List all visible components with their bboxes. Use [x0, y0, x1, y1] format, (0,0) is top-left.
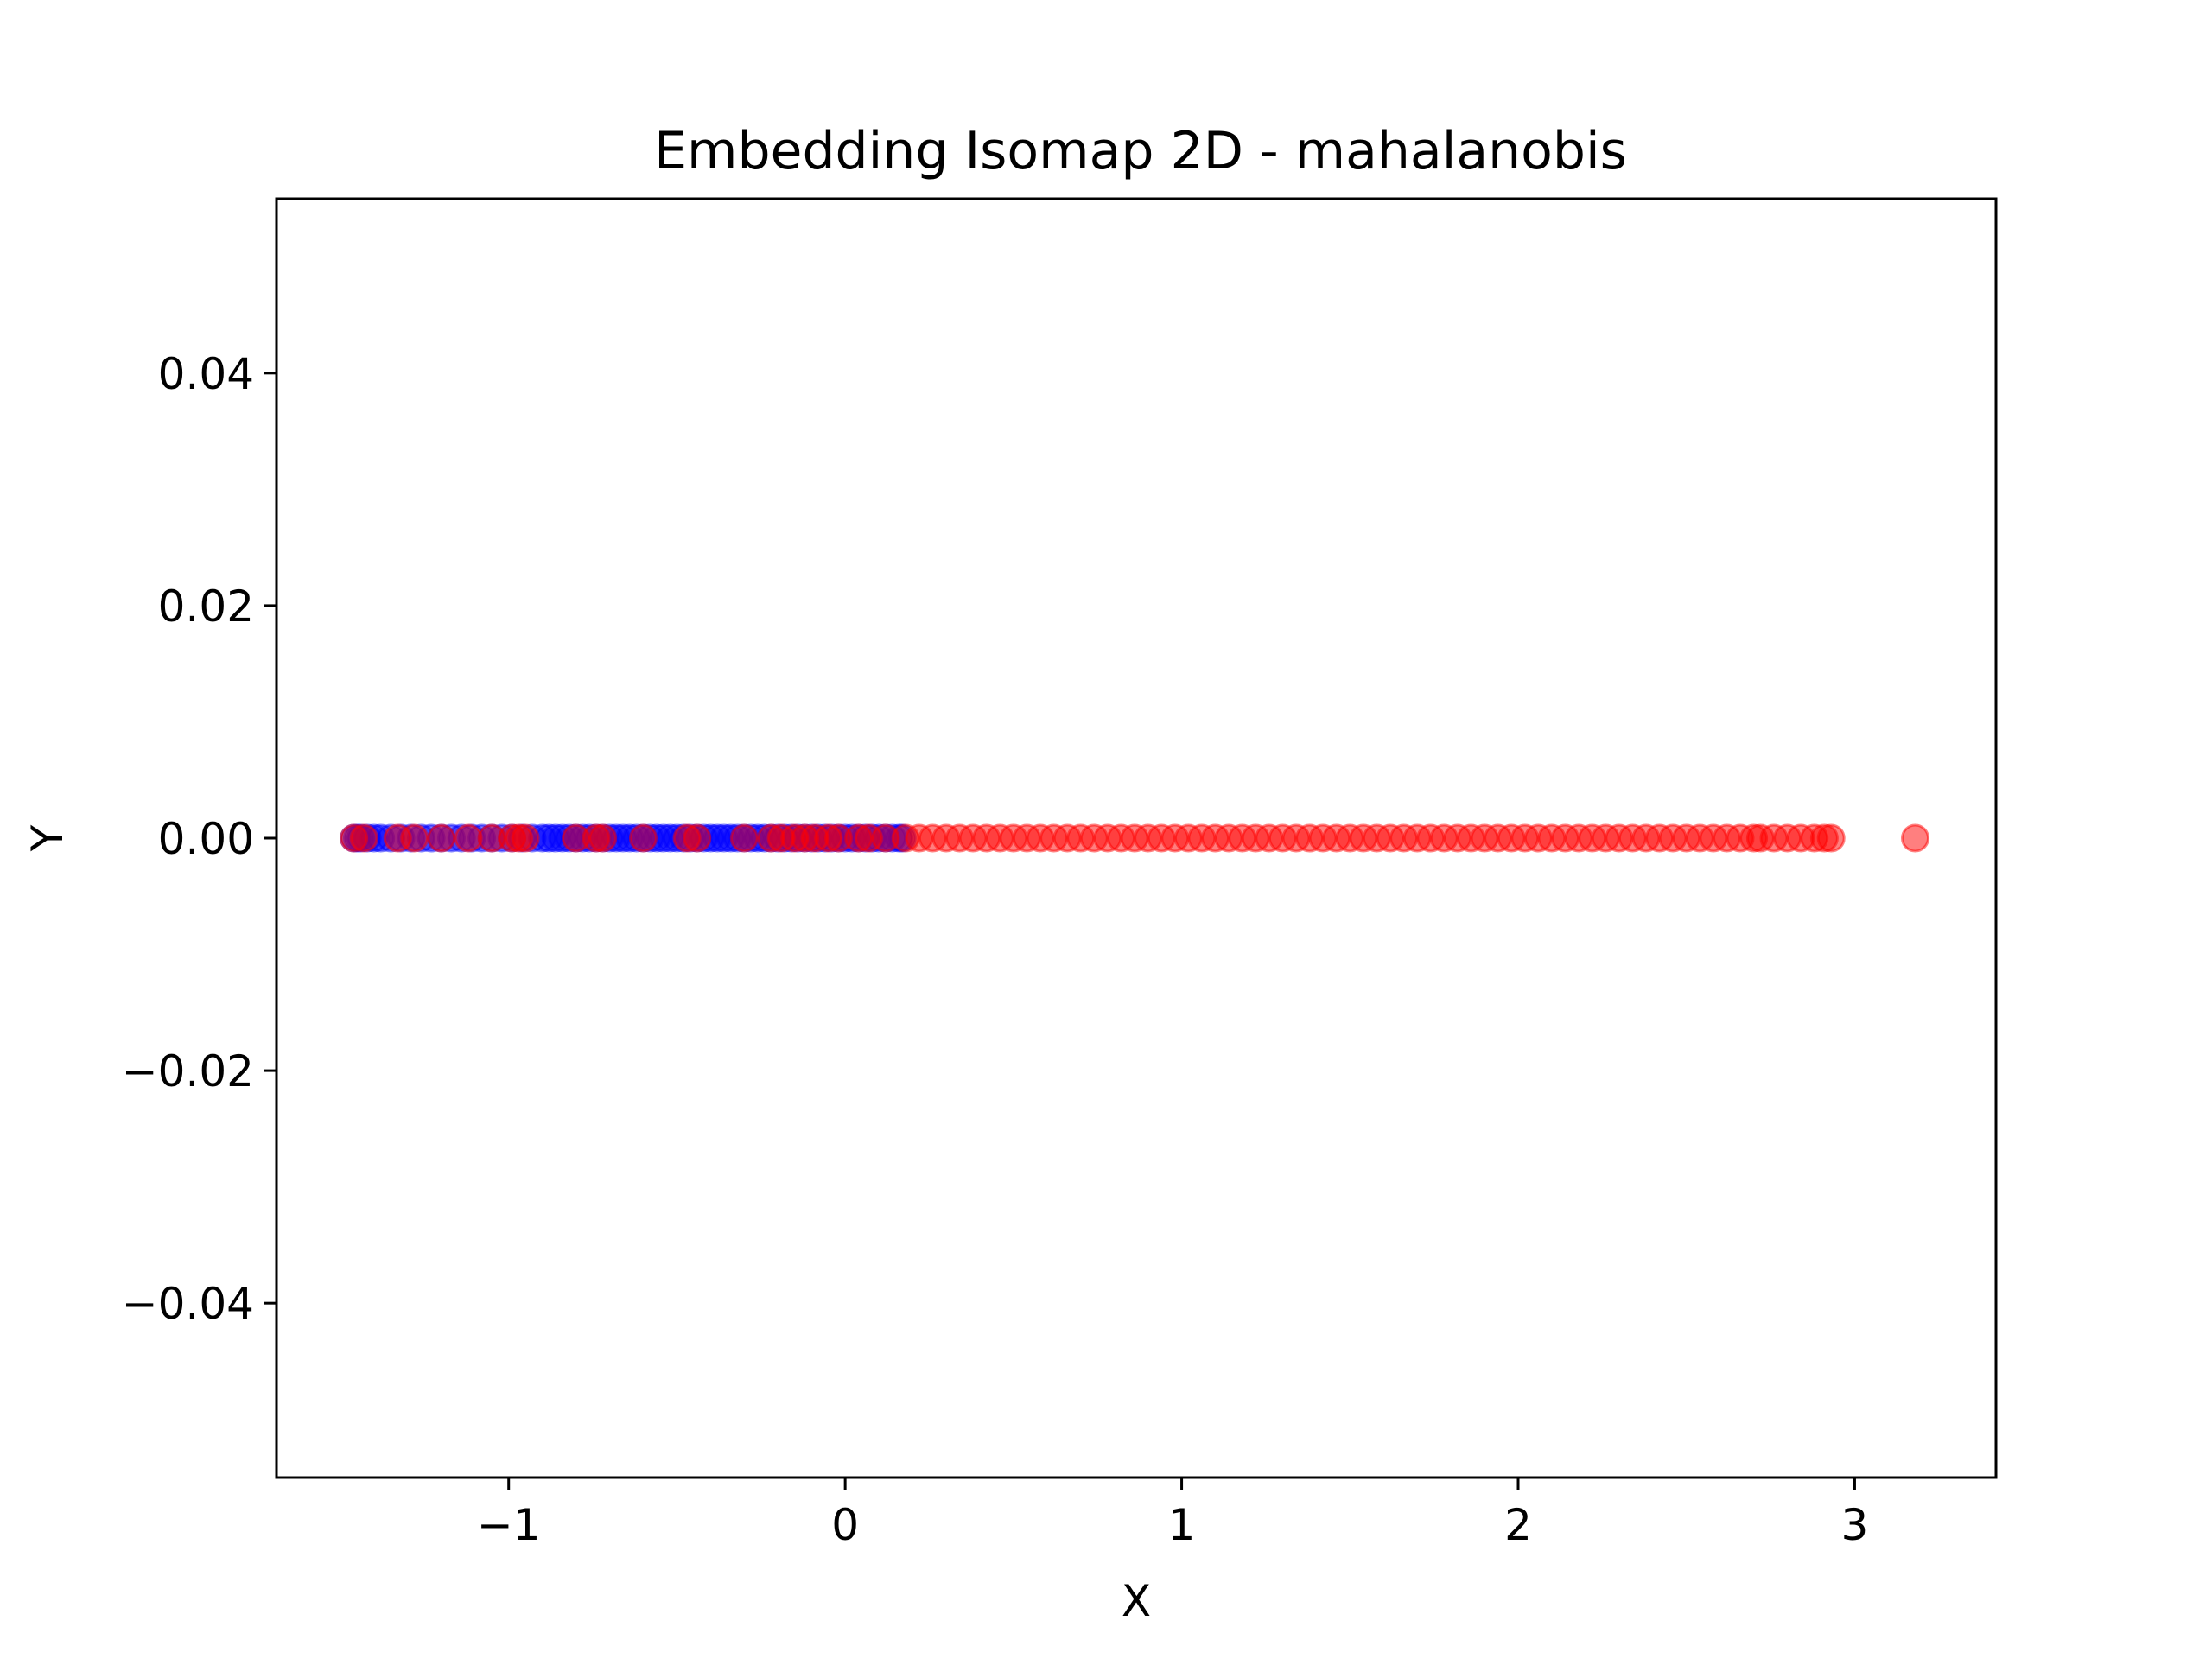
data-point: [349, 823, 378, 853]
data-point: [454, 823, 483, 853]
data-point: [629, 823, 658, 853]
x-tick-label: 1: [1168, 1500, 1196, 1550]
data-points: [340, 823, 1929, 853]
x-axis-label: X: [1122, 1576, 1151, 1626]
x-tick-label: 2: [1504, 1500, 1532, 1550]
y-tick-label: −0.04: [122, 1279, 254, 1329]
x-tick-label: 3: [1841, 1500, 1869, 1550]
x-axis: −1 0 1 2 3: [477, 1478, 1868, 1550]
data-point: [1816, 823, 1846, 853]
y-axis: 0.04 0.02 0.00 −0.02 −0.04: [122, 349, 276, 1329]
data-point: [588, 823, 618, 853]
x-tick-label: 0: [831, 1500, 859, 1550]
data-point: [1901, 823, 1929, 853]
chart-title: Embedding Isomap 2D - mahalanobis: [654, 121, 1627, 181]
y-axis-label: Y: [22, 824, 73, 852]
data-point: [683, 823, 712, 853]
data-point: [427, 823, 456, 853]
y-tick-label: −0.02: [122, 1046, 254, 1096]
y-tick-label: 0.02: [158, 582, 254, 632]
y-tick-label: 0.00: [158, 814, 254, 864]
data-point: [400, 823, 429, 853]
data-point: [729, 823, 759, 853]
data-point: [511, 823, 540, 853]
x-tick-label: −1: [477, 1500, 541, 1550]
y-tick-label: 0.04: [158, 349, 254, 399]
